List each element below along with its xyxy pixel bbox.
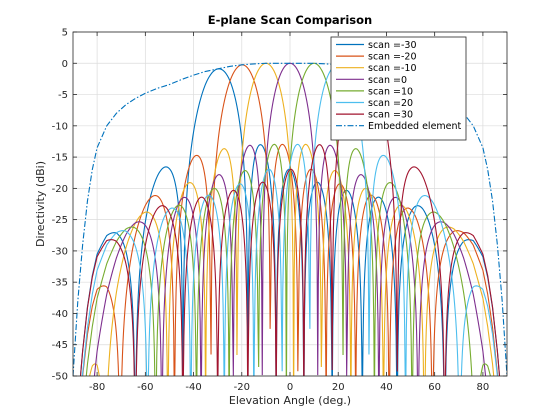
y-tick-label: -30 [52, 246, 68, 257]
y-tick-label: -40 [52, 309, 68, 320]
series-layer [73, 62, 507, 376]
y-tick-label: -35 [52, 278, 68, 289]
series-line-6 [79, 68, 501, 376]
legend-label: scan =-30 [368, 40, 417, 51]
legend-label: scan =10 [368, 86, 413, 97]
x-tick-label: 80 [477, 382, 490, 393]
legend-label: Embedded element [368, 121, 462, 132]
x-tick-label: -80 [89, 382, 105, 393]
y-tick-label: -45 [52, 340, 68, 351]
x-axis-label: Elevation Angle (deg.) [229, 394, 351, 407]
y-axis-label: Directivity (dBi) [34, 161, 47, 247]
legend-label: scan =0 [368, 75, 407, 86]
x-tick-label: -60 [137, 382, 153, 393]
x-tick-label: -40 [185, 382, 201, 393]
y-tick-label: -20 [52, 184, 68, 195]
series-line-7 [73, 62, 507, 376]
legend-label: scan =30 [368, 110, 413, 121]
chart-title: E-plane Scan Comparison [208, 13, 372, 27]
x-tick-label: 40 [380, 382, 393, 393]
legend-label: scan =-20 [368, 52, 417, 63]
y-tick-label: -15 [52, 153, 68, 164]
legend-label: scan =-10 [368, 63, 417, 74]
x-tick-label: 0 [287, 382, 293, 393]
legend-label: scan =20 [368, 98, 413, 109]
y-tick-label: 5 [62, 28, 68, 39]
x-tick-label: 60 [428, 382, 441, 393]
x-tick-label: 20 [332, 382, 345, 393]
y-tick-label: -25 [52, 215, 68, 226]
y-tick-label: -50 [52, 372, 68, 383]
series-line-5 [81, 64, 498, 376]
legend-box [330, 36, 467, 141]
y-tick-label: 0 [62, 59, 68, 70]
axis-ticks: -80 -60 -40 -20 0 20 40 60 80 5 0 -5 -10 -15 -20 -25 -30… [52, 28, 507, 393]
y-tick-label: -10 [52, 121, 68, 132]
y-tick-label: -5 [58, 90, 68, 101]
x-tick-label: -20 [234, 382, 250, 393]
